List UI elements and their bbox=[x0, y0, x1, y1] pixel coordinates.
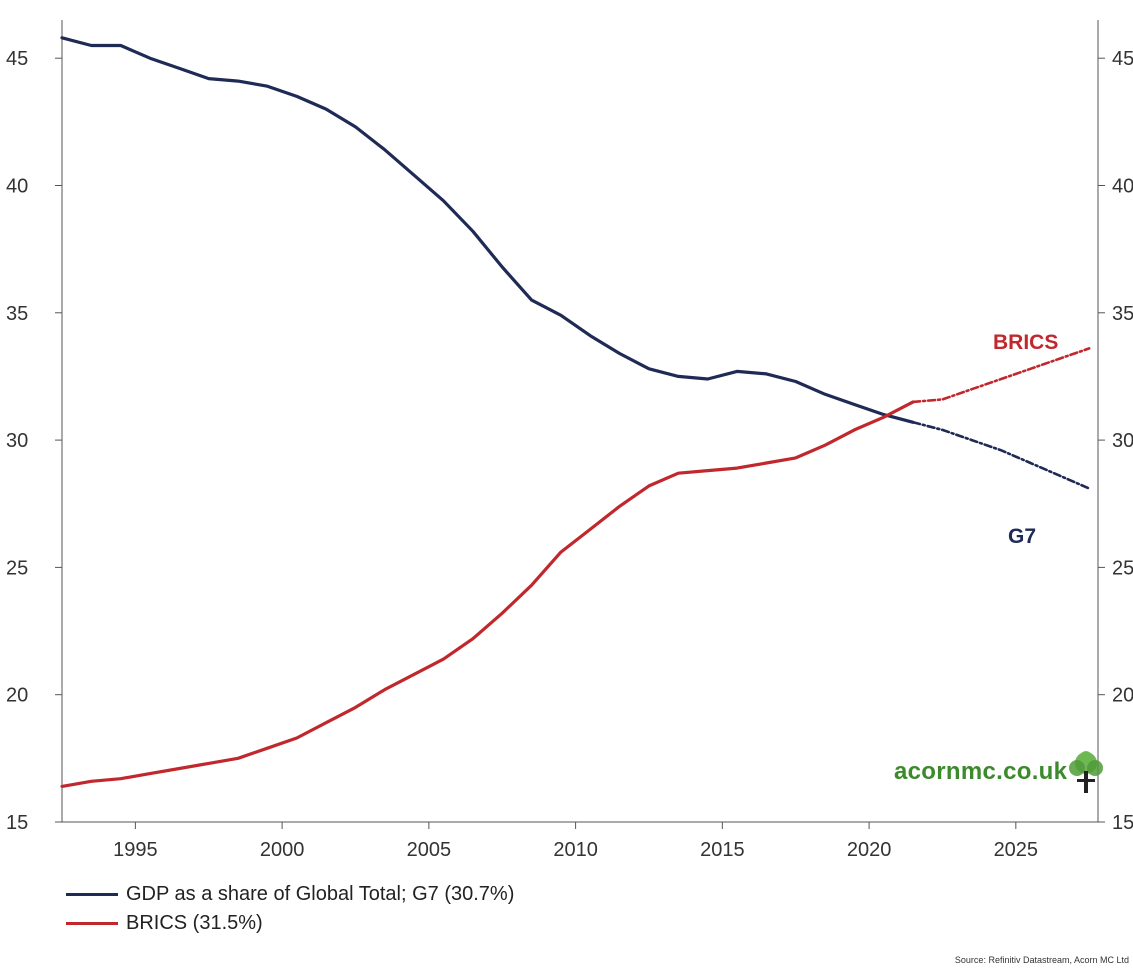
series-line-brics bbox=[60, 400, 915, 789]
legend-swatch-brics bbox=[66, 922, 118, 925]
y-tick-label-right: 25 bbox=[1112, 557, 1133, 579]
brand-text: acornmc.co.uk bbox=[894, 758, 1068, 785]
x-tick-label: 2025 bbox=[994, 839, 1039, 861]
y-tick-label-left: 25 bbox=[6, 557, 28, 579]
x-tick-label: 2020 bbox=[847, 839, 892, 861]
source-note: Source: Refinitiv Datastream, Acorn MC L… bbox=[954, 955, 1129, 965]
series-line-g7 bbox=[60, 36, 915, 424]
series-forecast-brics bbox=[911, 347, 1091, 404]
axes bbox=[55, 20, 1105, 829]
series-forecast-g7 bbox=[911, 420, 1091, 490]
x-tick-label: 2015 bbox=[700, 839, 745, 861]
legend: GDP as a share of Global Total; G7 (30.7… bbox=[66, 880, 514, 938]
legend-label-brics: BRICS (31.5%) bbox=[126, 912, 263, 934]
x-tick-label: 2010 bbox=[553, 839, 598, 861]
legend-item-brics: BRICS (31.5%) bbox=[66, 909, 514, 938]
y-tick-label-left: 35 bbox=[6, 303, 28, 325]
y-tick-label-right: 30 bbox=[1112, 430, 1133, 452]
y-tick-label-left: 45 bbox=[6, 48, 28, 70]
y-tick-label-right: 45 bbox=[1112, 48, 1133, 70]
y-tick-label-left: 30 bbox=[6, 430, 28, 452]
y-tick-label-right: 15 bbox=[1112, 812, 1133, 834]
x-tick-label: 1995 bbox=[113, 839, 158, 861]
x-tick-label: 2000 bbox=[260, 839, 305, 861]
tree-icon bbox=[1069, 751, 1104, 793]
y-tick-label-left: 40 bbox=[6, 175, 28, 197]
brics-inline-label: BRICS bbox=[993, 331, 1058, 354]
legend-item-g7: GDP as a share of Global Total; G7 (30.7… bbox=[66, 880, 514, 909]
y-tick-label-left: 15 bbox=[6, 812, 28, 834]
y-tick-label-left: 20 bbox=[6, 685, 28, 707]
y-tick-label-right: 35 bbox=[1112, 303, 1133, 325]
series-layer bbox=[60, 36, 1091, 789]
legend-swatch-g7 bbox=[66, 893, 118, 896]
y-tick-label-right: 40 bbox=[1112, 175, 1133, 197]
y-tick-label-right: 20 bbox=[1112, 685, 1133, 707]
legend-label-g7: GDP as a share of Global Total; G7 (30.7… bbox=[126, 883, 515, 905]
x-tick-label: 2005 bbox=[407, 839, 452, 861]
g7-inline-label: G7 bbox=[1008, 525, 1036, 548]
acorn-brand: acornmc.co.uk bbox=[894, 749, 1105, 795]
